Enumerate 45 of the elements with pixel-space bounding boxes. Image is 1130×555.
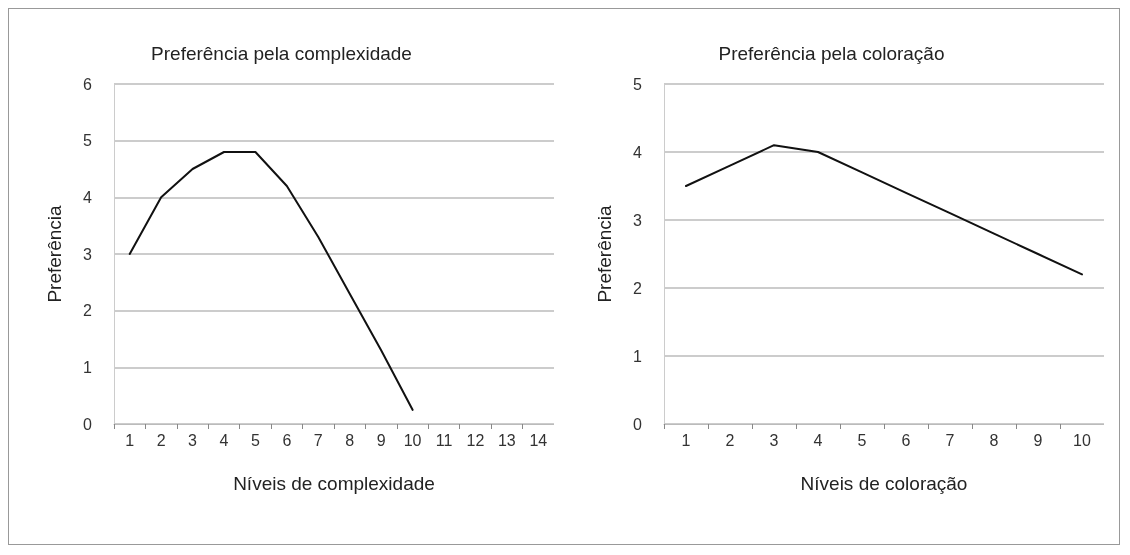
x-tick-label: 11 bbox=[435, 431, 453, 449]
x-tick-label: 4 bbox=[813, 431, 823, 449]
x-tick-label: 6 bbox=[901, 431, 911, 449]
x-tick-label: 2 bbox=[725, 431, 735, 449]
x-tick-label: 9 bbox=[1033, 431, 1043, 449]
x-tick-label: 8 bbox=[345, 431, 355, 449]
y-tick-label: 1 bbox=[83, 358, 93, 376]
y-tick-label: 5 bbox=[633, 75, 643, 93]
x-tick-label: 8 bbox=[989, 431, 999, 449]
y-tick-label: 4 bbox=[83, 188, 93, 206]
x-tick-label: 13 bbox=[497, 431, 516, 449]
line-series bbox=[685, 144, 1083, 276]
x-axis-title: Níveis de complexidade bbox=[233, 473, 435, 494]
y-axis-title: Preferência bbox=[44, 204, 65, 303]
line-series bbox=[128, 151, 414, 411]
y-tick-label: 2 bbox=[633, 279, 643, 297]
x-tick-label: 6 bbox=[282, 431, 292, 449]
x-tick-label: 3 bbox=[188, 431, 198, 449]
x-tick-label: 2 bbox=[156, 431, 166, 449]
y-tick-label: 0 bbox=[83, 415, 93, 433]
x-tick-label: 1 bbox=[681, 431, 691, 449]
x-tick-label: 9 bbox=[376, 431, 386, 449]
x-tick-label: 7 bbox=[313, 431, 323, 449]
chart-title: Preferência pela coloração bbox=[718, 43, 945, 64]
y-tick-label: 3 bbox=[633, 211, 643, 229]
y-tick-label: 2 bbox=[83, 302, 93, 320]
x-tick-label: 12 bbox=[466, 431, 485, 449]
x-tick-label: 1 bbox=[125, 431, 135, 449]
y-axis-title: Preferência bbox=[594, 204, 615, 303]
y-tick-label: 0 bbox=[633, 415, 643, 433]
x-axis-title: Níveis de coloração bbox=[800, 473, 968, 494]
y-tick-label: 6 bbox=[83, 75, 93, 93]
x-tick-label: 4 bbox=[219, 431, 229, 449]
x-tick-label: 10 bbox=[403, 431, 422, 449]
x-tick-label: 7 bbox=[945, 431, 955, 449]
x-tick-label: 10 bbox=[1073, 431, 1091, 449]
y-tick-label: 3 bbox=[83, 245, 93, 263]
x-tick-label: 3 bbox=[769, 431, 779, 449]
y-tick-label: 5 bbox=[83, 132, 93, 150]
x-tick-label: 5 bbox=[857, 431, 867, 449]
y-tick-label: 1 bbox=[633, 347, 643, 365]
chart-title: Preferência pela complexidade bbox=[151, 43, 412, 64]
y-tick-label: 4 bbox=[633, 143, 643, 161]
x-tick-label: 5 bbox=[250, 431, 260, 449]
x-tick-label: 14 bbox=[529, 431, 548, 449]
